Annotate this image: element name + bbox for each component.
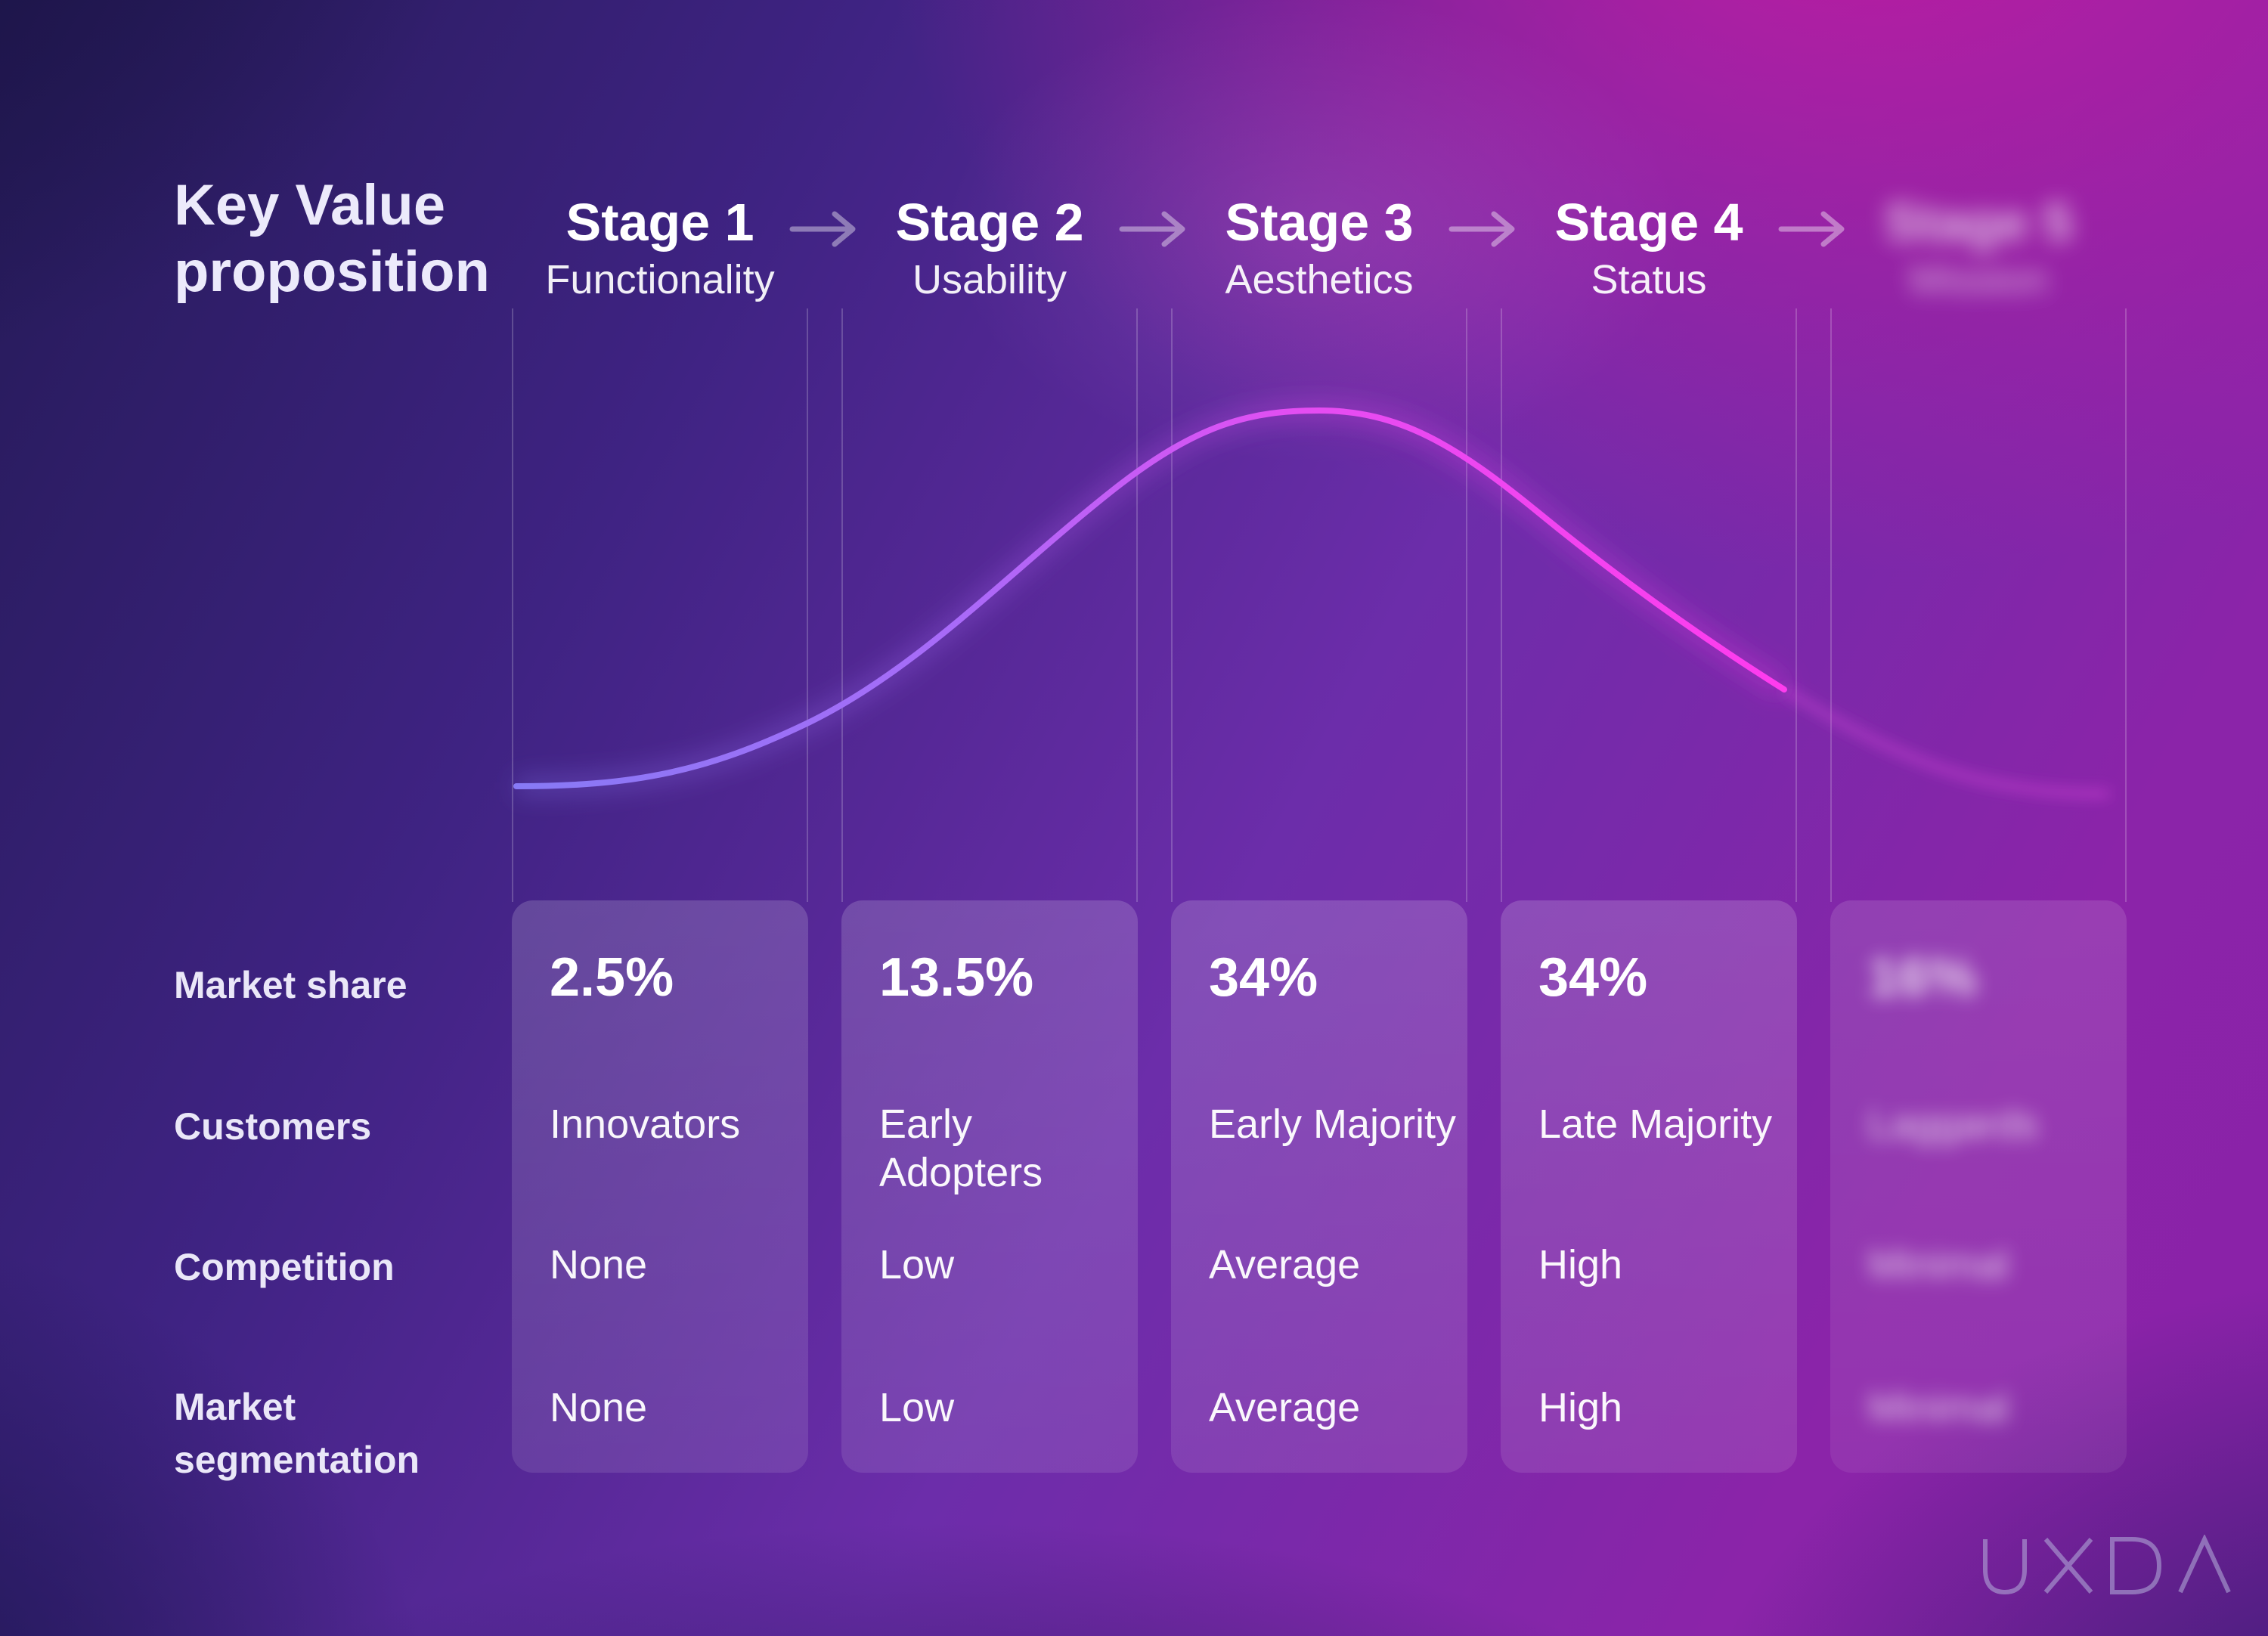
arrow-right-icon <box>1117 205 1190 253</box>
stage-5-card: 16% Laggards Minimal Minimal <box>1830 900 2127 1473</box>
stage-4-label: Stage 4 <box>1554 193 1743 252</box>
stage-4-customers: Late Majority <box>1538 1102 1773 1147</box>
stage-5-competition: Minimal <box>1868 1242 2009 1287</box>
logo-letter-x <box>2043 1538 2093 1594</box>
logo-letter-d <box>2110 1537 2162 1594</box>
uxda-logo <box>1979 1533 2232 1600</box>
stage-1-competition: None <box>550 1242 648 1287</box>
gridline <box>1466 308 1467 902</box>
row-label-customers: Customers <box>174 1105 372 1148</box>
page-title: Key Value proposition <box>174 173 490 304</box>
stage-2-card: 13.5% Early Adopters Low Low <box>841 900 1138 1473</box>
gridline <box>2125 308 2127 902</box>
row-label-competition: Competition <box>174 1246 395 1288</box>
stage-4-card: 34% Late Majority High High <box>1501 900 1797 1473</box>
stage-3-market-segmentation: Average <box>1209 1385 1361 1430</box>
stage-header-1: Stage 1 Functionality <box>512 192 808 304</box>
stage-5-label: Stage 5 <box>1884 193 2073 252</box>
stage-2-label: Stage 2 <box>895 193 1084 252</box>
stage-4-market-segmentation: High <box>1538 1385 1623 1430</box>
arrow-right-icon <box>788 205 860 253</box>
gridline <box>1501 308 1502 902</box>
stage-header-2: Stage 2 Usability <box>841 192 1138 304</box>
stage-3-card: 34% Early Majority Average Average <box>1171 900 1467 1473</box>
stage-1-card: 2.5% Innovators None None <box>512 900 808 1473</box>
row-label-market-share: Market share <box>174 964 407 1006</box>
stage-3-competition: Average <box>1209 1242 1361 1287</box>
stage-2-market-segmentation: Low <box>879 1385 955 1430</box>
stage-2-market-share: 13.5% <box>879 947 1034 1008</box>
row-label-market-segmentation: Market segmentation <box>174 1386 420 1481</box>
adoption-curve-line <box>513 407 1787 789</box>
adoption-curve-blurred-tail <box>1782 686 2110 798</box>
gridline <box>1171 308 1173 902</box>
stage-5-market-share: 16% <box>1868 947 1978 1008</box>
stage-header-3: Stage 3 Aesthetics <box>1171 192 1467 304</box>
stage-1-customers: Innovators <box>550 1102 741 1147</box>
stage-4-competition: High <box>1538 1242 1623 1287</box>
logo-letter-a <box>2178 1533 2231 1594</box>
arrow-right-icon <box>1447 205 1520 253</box>
stage-3-market-share: 34% <box>1209 947 1318 1008</box>
stage-5-market-segmentation: Minimal <box>1868 1385 2009 1430</box>
gridline <box>841 308 843 902</box>
gridline <box>1796 308 1797 902</box>
gridline <box>807 308 808 902</box>
stage-2-sublabel: Usability <box>912 257 1067 302</box>
stage-5-sublabel: Mission <box>1909 257 2048 302</box>
adoption-curve-glow <box>516 401 1789 795</box>
arrow-right-icon <box>1777 205 1849 253</box>
stage-2-customers: Early Adopters <box>879 1102 1043 1195</box>
stage-5-customers: Laggards <box>1868 1102 2039 1147</box>
gridline <box>1136 308 1138 902</box>
stage-1-market-share: 2.5% <box>550 947 674 1008</box>
stage-3-customers: Early Majority <box>1209 1102 1457 1147</box>
stage-header-5: Stage 5 Mission <box>1830 192 2127 304</box>
stage-2-competition: Low <box>879 1242 955 1287</box>
stage-1-label: Stage 1 <box>565 193 754 252</box>
gridline <box>512 308 513 902</box>
stage-3-label: Stage 3 <box>1225 193 1414 252</box>
stage-1-sublabel: Functionality <box>545 257 775 302</box>
logo-letter-u <box>1983 1539 2027 1595</box>
stage-4-sublabel: Status <box>1591 257 1707 302</box>
stage-3-sublabel: Aesthetics <box>1225 257 1414 302</box>
stage-header-4: Stage 4 Status <box>1501 192 1797 304</box>
stage-1-market-segmentation: None <box>550 1385 648 1430</box>
gridline <box>1830 308 1832 902</box>
stage-4-market-share: 34% <box>1538 947 1648 1008</box>
